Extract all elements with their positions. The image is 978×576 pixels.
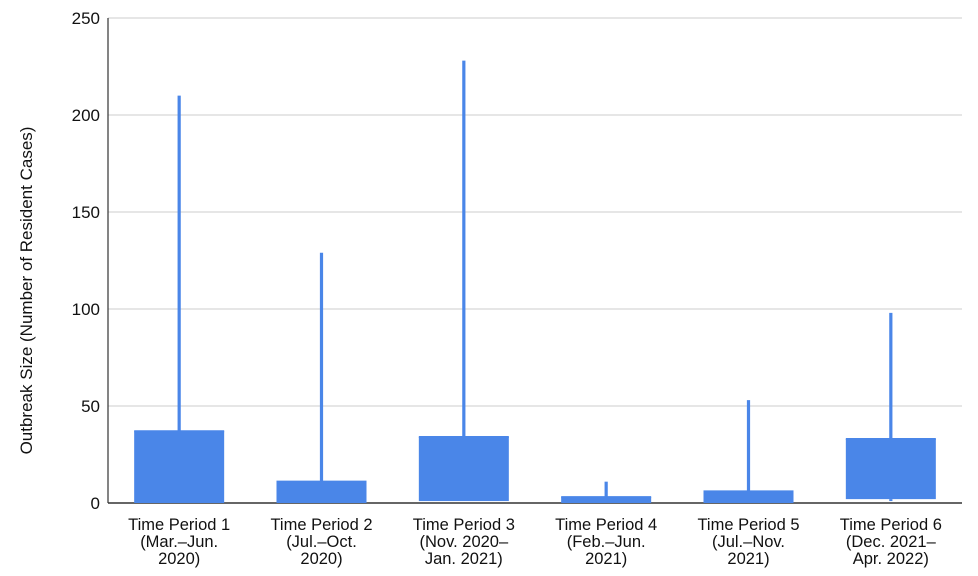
x-axis-labels: Time Period 1 (Mar.–Jun. 2020) Time Period … [128,516,942,568]
box [703,491,794,503]
box [561,497,652,503]
gridlines [107,17,962,504]
x-category-label: Time Period 2 (Jul.–Oct. 2020) [270,516,372,568]
box-group [134,95,225,503]
x-category-label: Time Period 5 (Jul.–Nov. 2021) [697,516,799,568]
y-tick-label: 150 [72,203,100,222]
box-group [276,252,367,503]
x-category-label: Time Period 1 (Mar.–Jun. 2020) [128,516,230,568]
y-axis-title: Outbreak Size (Number of Resident Cases) [17,127,36,455]
box-series [134,60,936,503]
box-group [845,312,936,502]
y-tick-label: 50 [81,397,100,416]
y-tick-label: 0 [91,494,100,513]
box [418,437,509,502]
box [276,481,367,503]
x-category-label: Time Period 6 (Dec. 2021– Apr. 2022) [840,516,942,568]
y-tick-label: 200 [72,106,100,125]
x-category-label: Time Period 4 (Feb.–Jun. 2021) [555,516,657,568]
box-group [561,481,652,503]
box [134,431,225,503]
y-tick-label: 100 [72,300,100,319]
box [845,438,936,500]
y-tick-label: 250 [72,9,100,28]
x-category-label: Time Period 3 (Nov. 2020– Jan. 2021) [413,516,515,568]
y-axis-ticks: 0 50 100 150 200 250 [72,9,100,513]
box-group [703,400,794,503]
box-group [418,60,509,502]
